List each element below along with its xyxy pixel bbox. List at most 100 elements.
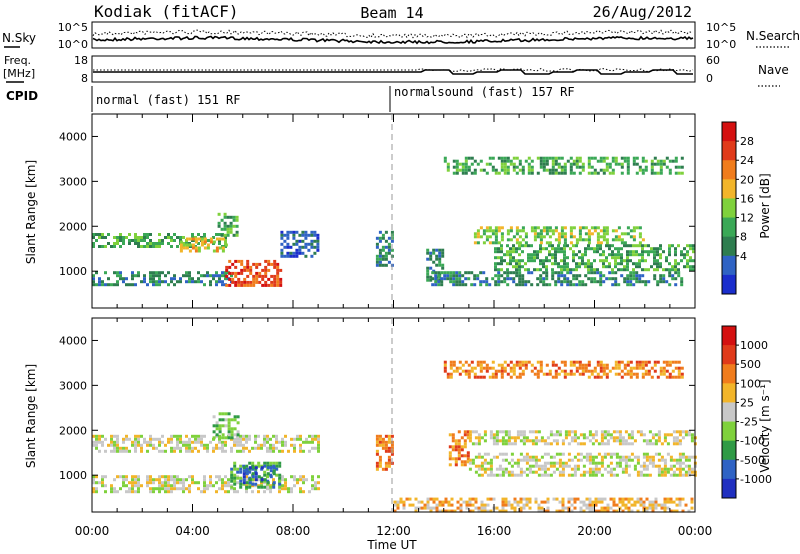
- data-cell: [629, 271, 633, 275]
- data-cell: [546, 436, 550, 440]
- data-cell: [516, 430, 520, 434]
- colorbar-tick-label: 100: [740, 377, 761, 390]
- data-cell: [575, 238, 579, 242]
- data-cell: [218, 440, 221, 444]
- data-cell: [452, 171, 456, 175]
- data-cell: [119, 245, 122, 248]
- data-cell: [298, 233, 302, 237]
- data-cell: [158, 440, 161, 444]
- data-cell: [587, 229, 591, 233]
- data-cell: [629, 280, 633, 284]
- data-cell: [200, 237, 204, 241]
- data-cell: [569, 280, 573, 284]
- data-cell: [602, 280, 606, 284]
- data-cell: [590, 232, 594, 236]
- data-cell: [131, 481, 134, 485]
- data-cell: [149, 443, 152, 447]
- data-cell: [678, 458, 682, 462]
- data-cell: [578, 283, 582, 287]
- data-cell: [494, 226, 498, 230]
- data-cell: [653, 156, 657, 160]
- data-cell: [429, 275, 433, 279]
- data-cell: [669, 433, 673, 437]
- data-cell: [605, 366, 609, 370]
- data-cell: [641, 363, 645, 367]
- data-cell: [267, 259, 271, 263]
- data-cell: [650, 171, 654, 175]
- data-cell: [501, 439, 505, 443]
- data-cell: [654, 500, 658, 504]
- data-cell: [212, 236, 215, 239]
- colorbar-swatch: [722, 421, 736, 442]
- data-cell: [251, 472, 255, 476]
- data-cell: [540, 455, 544, 459]
- data-cell: [674, 156, 678, 160]
- data-cell: [534, 461, 538, 465]
- data-cell: [185, 440, 188, 444]
- data-cell: [591, 470, 595, 474]
- colorbar-tick-label: 28: [740, 135, 754, 148]
- data-cell: [446, 372, 450, 376]
- data-cell: [236, 467, 240, 471]
- data-cell: [173, 484, 176, 488]
- data-cell: [513, 497, 517, 501]
- data-cell: [223, 233, 227, 237]
- data-cell: [669, 497, 673, 501]
- data-cell: [263, 440, 266, 444]
- data-cell: [438, 248, 442, 252]
- data-cell: [657, 503, 661, 507]
- data-cell: [620, 171, 624, 175]
- data-cell: [429, 257, 433, 261]
- data-cell: [678, 430, 682, 434]
- data-cell: [555, 509, 559, 513]
- data-cell: [234, 259, 238, 263]
- data-cell: [488, 241, 492, 245]
- data-cell: [116, 280, 119, 284]
- colorbar-frame: [721, 121, 737, 295]
- data-cell: [678, 497, 682, 501]
- data-cell: [270, 283, 274, 287]
- data-cell: [218, 446, 221, 450]
- data-cell: [612, 436, 616, 440]
- data-cell: [489, 433, 493, 437]
- data-cell: [680, 277, 684, 281]
- data-cell: [497, 274, 501, 278]
- data-cell: [92, 475, 95, 479]
- data-cell: [585, 503, 589, 507]
- data-cell: [249, 283, 253, 287]
- data-cell: [146, 475, 149, 479]
- data-cell: [548, 372, 552, 376]
- data-cell: [242, 434, 245, 438]
- data-cell: [224, 243, 228, 247]
- data-cell: [95, 490, 98, 494]
- data-cell: [173, 434, 176, 438]
- data-cell: [581, 366, 585, 370]
- data-cell: [602, 372, 606, 376]
- data-cell: [560, 268, 563, 272]
- data-cell: [482, 232, 486, 236]
- data-cell: [500, 244, 503, 248]
- data-cell: [572, 277, 576, 281]
- data-cell: [227, 436, 231, 440]
- data-cell: [615, 509, 619, 513]
- data-cell: [659, 247, 662, 251]
- data-cell: [554, 162, 558, 166]
- data-cell: [143, 280, 146, 284]
- data-cell: [492, 442, 496, 446]
- data-cell: [575, 262, 578, 266]
- data-cell: [561, 439, 565, 443]
- data-cell: [501, 503, 505, 507]
- data-cell: [608, 247, 611, 251]
- data-cell: [252, 274, 256, 278]
- data-cell: [642, 452, 646, 456]
- data-cell: [257, 464, 261, 468]
- data-cell: [630, 430, 634, 434]
- data-cell: [179, 449, 182, 453]
- data-cell: [170, 446, 173, 450]
- data-cell: [545, 256, 548, 260]
- data-cell: [230, 436, 234, 440]
- data-cell: [531, 439, 535, 443]
- data-cell: [500, 165, 504, 169]
